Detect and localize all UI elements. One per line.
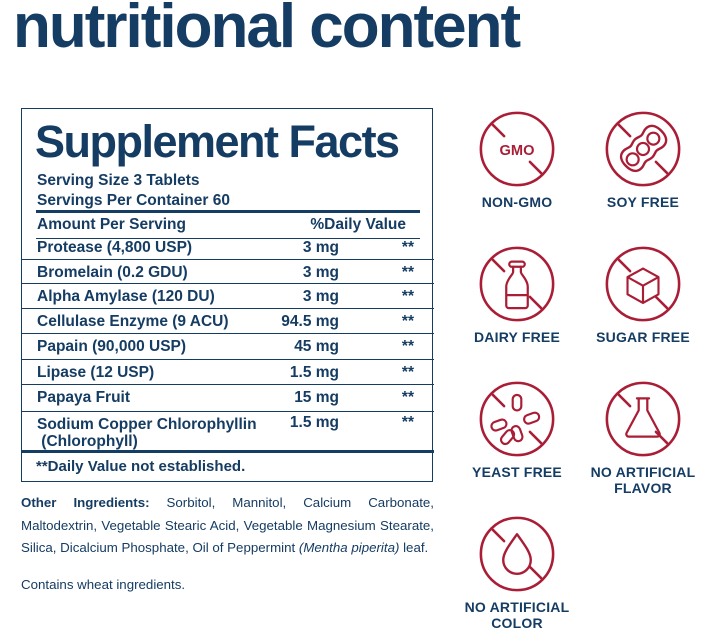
- svg-text:GMO: GMO: [500, 143, 535, 159]
